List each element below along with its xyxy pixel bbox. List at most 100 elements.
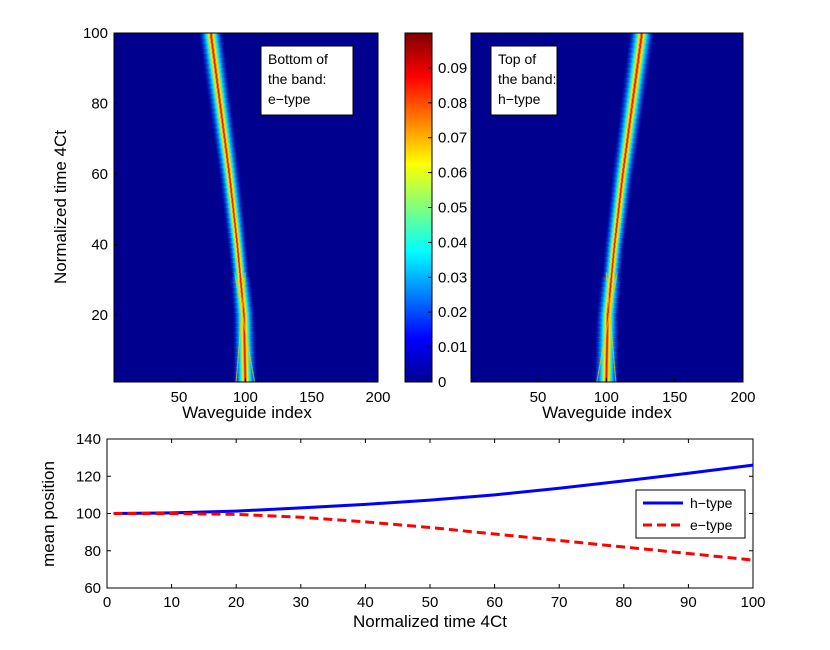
top-beam-strip [621,92,646,99]
bottom-beam-strip [230,267,250,273]
bottom-beam-strip [226,232,247,239]
top-beam-strip [620,102,644,109]
top-beam-strip [609,197,631,204]
line-ytick-label: 100 [76,506,101,523]
top-beam-strip [615,142,639,149]
top-beam-strip [626,52,652,59]
top-beam-strip [618,117,642,124]
bottom-xtick-label: 150 [299,389,324,406]
line-xtick-label: 60 [486,594,503,611]
beam-top-band [593,33,655,382]
top-beam-strip [623,72,649,79]
bottom-beam-strip [230,282,252,288]
bottom-beam-strip [232,327,256,333]
top-beam-strip [595,332,620,338]
top-beam-strip [610,182,633,189]
top-beam-strip [603,257,623,263]
bottom-xtick-label: 50 [171,389,188,406]
bottom-beam-strip [232,337,257,343]
top-beam-strip [608,202,630,209]
line-xtick-label: 30 [292,594,309,611]
bottom-beam-strip [227,237,247,243]
bottom-beam-strip [229,262,249,268]
top-beam-strip [595,317,620,323]
bottom-beam-strip [231,292,253,298]
top-beam-strip [624,67,650,74]
bottom-beam-strip [232,357,258,363]
top-beam-strip [625,57,651,64]
top-beam-strip [611,172,634,179]
colorbar-tick-label: 0.04 [438,234,467,251]
bottom-beam-strip [204,72,229,79]
top-beam-strip [603,252,624,258]
top-beam-strip [594,342,620,348]
heatmap-bottom-xlabel: Waveguide index [182,403,312,422]
bottom-xtick-label: 200 [365,389,390,406]
bottom-beam-strip [229,257,249,263]
colorbar-tick-label: 0.09 [438,60,467,77]
annotation-bottom-line3: e−type [268,91,311,107]
bottom-beam-strip [206,87,231,94]
bottom-beam-strip [221,192,243,199]
bottom-side-lobe [235,272,246,382]
bottom-beam-strip [223,212,245,219]
colorbar-tick-label: 0 [438,374,446,391]
bottom-beam-strip [232,342,257,348]
top-beam-strip [612,167,635,174]
top-side-lobe [605,272,617,382]
line-ytick-label: 80 [84,543,101,560]
line-xtick-label: 80 [615,594,632,611]
bottom-ytick-label: 60 [91,166,108,183]
bottom-beam-strip [211,122,235,129]
bottom-beam-strip [212,127,235,134]
line-chart-ylabel: mean position [39,461,58,567]
top-beam-strip [596,312,620,318]
top-beam-strip [616,132,640,139]
line-xtick-label: 40 [357,594,374,611]
line-xtick-label: 90 [680,594,697,611]
legend: h−type e−type [635,489,746,539]
bottom-beam-strip [220,182,242,189]
top-beam-strip [594,357,620,363]
top-beam-strip [628,37,654,44]
annotation-top-line1: Top of [498,51,536,67]
bottom-beam-strip [224,217,245,224]
line-xtick-label: 70 [551,594,568,611]
heatmap-bottom-frame [113,32,379,383]
beam-bottom-band [198,33,258,382]
annotation-top: Top of the band: h−type [490,45,558,116]
bottom-beam-strip [210,117,234,124]
bottom-xtick-label: 100 [233,389,258,406]
bottom-beam-strip [232,347,257,353]
line-chart-series [113,463,754,562]
top-beam-strip [599,282,622,288]
top-beam-strip [612,162,636,169]
top-beam-strip [601,272,622,278]
bottom-beam-strip [199,37,225,44]
bottom-ytick-label: 100 [83,25,108,42]
top-beam-strip [614,152,637,159]
top-beam-strip [602,267,622,273]
bottom-beam-strip [232,352,257,358]
top-beam-strip [599,287,622,293]
series-h-type-line [113,463,754,515]
bottom-beam-strip [213,132,236,139]
bottom-beam-strip [222,202,244,209]
bottom-beam-strip [205,77,229,84]
top-beam-strip [628,33,655,39]
top-beam-strip [615,137,639,144]
bottom-beam-strip [217,162,240,169]
bottom-beam-strip [230,272,250,278]
legend-label-e-type: e−type [690,517,733,533]
bottom-beam-strip [213,137,237,144]
bottom-beam-strip [216,152,238,159]
line-chart-xlabel: Normalized time 4Ct [353,612,507,631]
top-beam-strip [605,232,626,239]
top-beam-strip [600,277,623,283]
line-xtick-label: 10 [163,594,180,611]
bottom-ytick-label: 40 [91,237,108,254]
line-ytick-label: 120 [76,468,101,485]
bottom-beam-strip [214,142,237,149]
heatmap-bottom-ylabel: Normalized time 4Ct [51,130,70,284]
bottom-beam-strip [228,247,248,253]
